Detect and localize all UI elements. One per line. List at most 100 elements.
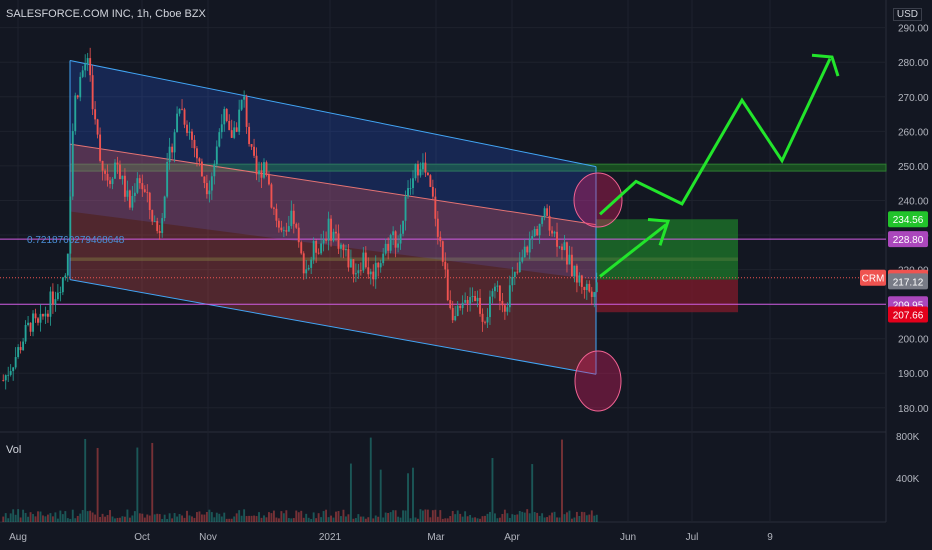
volume-bar	[79, 513, 82, 522]
currency-label[interactable]: USD	[892, 8, 922, 21]
volume-bar	[417, 518, 419, 522]
volume-bar	[210, 512, 213, 522]
volume-bar	[439, 510, 442, 522]
candle-body	[538, 223, 541, 236]
volume-bar	[9, 513, 12, 522]
volume-bar	[377, 516, 380, 522]
volume-bar	[218, 513, 221, 522]
volume-bar	[47, 514, 49, 522]
volume-bar	[583, 512, 586, 522]
candle-body	[454, 316, 457, 321]
volume-bar	[240, 515, 243, 522]
volume-bar	[538, 515, 541, 522]
volume-bar	[394, 510, 397, 522]
volume-bar	[404, 510, 407, 522]
volume-bar	[153, 514, 156, 522]
volume-bar	[573, 517, 576, 522]
channel-top-line	[69, 59, 597, 168]
candle-body	[471, 296, 474, 298]
volume-bar	[494, 513, 496, 522]
mid-band	[70, 257, 738, 261]
volume-bar	[114, 518, 116, 522]
volume-bar	[441, 518, 444, 522]
candle-body	[503, 305, 506, 312]
candle-body	[414, 164, 417, 179]
candle-body	[156, 221, 159, 232]
candle-body	[66, 253, 69, 276]
candle-body	[412, 178, 414, 189]
candle-body	[300, 242, 303, 254]
candle-body	[191, 131, 193, 140]
candle-body	[417, 164, 419, 176]
volume-bar	[459, 513, 462, 522]
volume-bar	[191, 516, 193, 522]
volume-bar	[69, 518, 72, 522]
volume-bar	[548, 515, 551, 522]
volume-bar	[258, 512, 260, 522]
candle-body	[151, 210, 154, 222]
candle-body	[287, 226, 290, 232]
chart-title: SALESFORCE.COM INC, 1h, Cboe BZX	[6, 8, 206, 20]
candle-body	[290, 210, 293, 227]
candle-body	[243, 96, 246, 100]
volume-bar	[508, 517, 511, 522]
candle-body	[76, 95, 79, 98]
candle-body	[104, 170, 106, 174]
volume-bar	[340, 516, 342, 522]
candle-body	[337, 233, 340, 249]
projection-path	[598, 58, 832, 216]
volume-bar	[382, 517, 385, 522]
candle-body	[558, 246, 561, 248]
volume-bar	[74, 518, 77, 522]
volume-bar	[173, 513, 176, 522]
volume-bar	[533, 512, 536, 522]
volume-bar	[426, 509, 429, 522]
candle-body	[205, 183, 208, 195]
volume-bar	[402, 510, 404, 522]
volume-bar	[166, 518, 169, 522]
volume-bar	[292, 518, 295, 522]
volume-bar	[188, 515, 191, 522]
candle-body	[588, 283, 591, 292]
x-tick-label: Apr	[504, 532, 520, 543]
volume-bar	[498, 517, 501, 522]
volume-bar	[518, 510, 521, 522]
candle-body	[513, 271, 516, 277]
candle-body	[96, 119, 99, 135]
candle-body	[44, 313, 47, 317]
candle-body	[436, 218, 439, 237]
candle-body	[481, 313, 484, 322]
volume-bar	[163, 514, 166, 522]
volume-bar	[143, 517, 146, 522]
volume-bar	[282, 513, 285, 522]
volume-bar	[342, 509, 345, 522]
channel-bottom-line	[69, 279, 597, 375]
candle-body	[158, 231, 161, 234]
candle-body	[553, 231, 556, 234]
candle-body	[469, 297, 472, 304]
volume-bar	[337, 511, 340, 522]
candle-body	[573, 265, 576, 277]
x-tick-label: Oct	[134, 532, 150, 543]
candle-body	[109, 180, 111, 185]
channel-upper-fill	[70, 60, 596, 280]
candle-body	[451, 308, 454, 321]
candle-body	[335, 231, 337, 234]
candle-body	[275, 208, 278, 221]
volume-bar	[275, 517, 278, 522]
candle-body	[173, 132, 176, 153]
candle-body	[491, 291, 494, 297]
volume-bar	[330, 515, 332, 522]
volume-bar	[456, 510, 459, 522]
candle-body	[215, 146, 218, 165]
volume-bar	[235, 513, 238, 522]
y-tick-label: 250.00	[898, 162, 929, 173]
candle-body	[384, 243, 387, 254]
volume-bar	[300, 510, 303, 522]
candle-body	[511, 276, 514, 286]
volume-bar	[141, 513, 144, 522]
volume-bar	[593, 515, 596, 522]
volume-bar	[245, 516, 248, 522]
candle-body	[292, 210, 295, 224]
